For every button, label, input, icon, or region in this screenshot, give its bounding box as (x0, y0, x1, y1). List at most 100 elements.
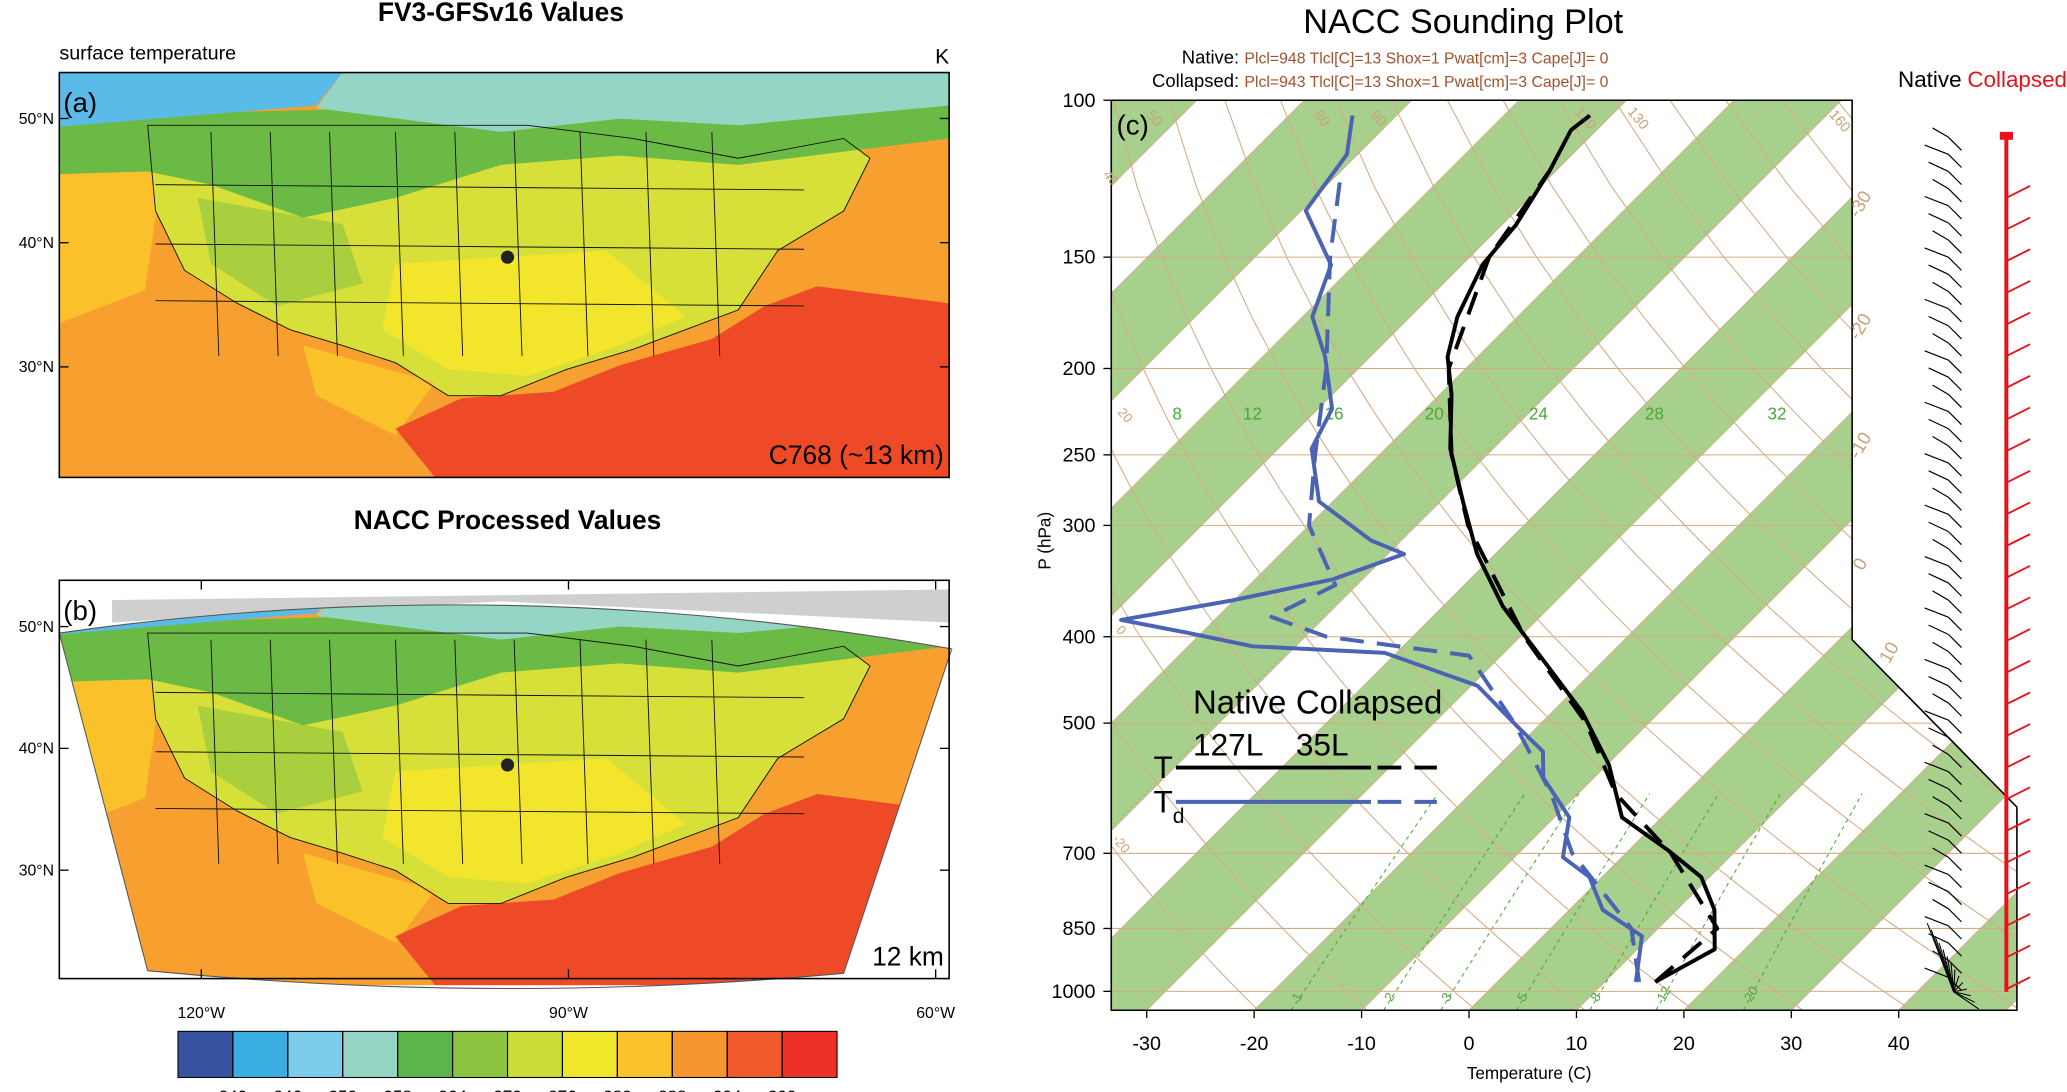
colorbar-label: 240 (219, 1087, 248, 1092)
wind-barb (1928, 676, 1949, 687)
background-label: 32 (1767, 403, 1786, 423)
wind-barb (2005, 723, 2031, 737)
wind-barb (1947, 633, 1962, 648)
wind-barb (1928, 161, 1949, 172)
wind-barb (2005, 343, 2031, 357)
wind-barb (1924, 401, 1949, 413)
x-tick-label: 60°W (916, 1005, 955, 1022)
isotherm (1111, 100, 1520, 1011)
mixing-ratio-label: 20 (1741, 984, 1761, 1004)
wind-barb (2005, 375, 2031, 389)
wind-barb (1947, 582, 1962, 597)
wind-barb (1932, 230, 1949, 241)
state-border (155, 691, 805, 699)
legend-symbol-main: T (1153, 783, 1172, 819)
wind-barb (2005, 976, 2031, 990)
y-tick-label: 700 (1062, 843, 1095, 865)
wind-barb (1932, 384, 1949, 395)
isotherm (1361, 100, 2017, 1011)
wind-barb (2005, 185, 2031, 199)
wind-barb (1928, 315, 1949, 327)
wind-barb (1947, 822, 1962, 837)
dry-adiabat (1335, 100, 2017, 1011)
wind-barb (1947, 273, 1962, 288)
x-tick-label: 120°W (177, 1005, 225, 1022)
panel-label: (c) (1117, 110, 1149, 141)
isotherm (1790, 100, 2017, 1011)
x-tick-label: -30 (1132, 1033, 1161, 1055)
wind-barb (1932, 796, 1949, 807)
wind-barb (1932, 538, 1949, 550)
colorbar-label: 282 (603, 1087, 632, 1092)
sounding-profile (1269, 170, 1642, 983)
sounding-profile (1446, 169, 1720, 984)
mixing-ratio-label: 8 (1587, 990, 1604, 1004)
dry-adiabat (1279, 100, 2017, 1011)
wind-barb (2005, 818, 2031, 832)
y-tick-label: 300 (1062, 515, 1095, 537)
wind-barb (1924, 710, 1949, 721)
isotherm (1111, 100, 1950, 1011)
sounding-profile (1445, 113, 1717, 984)
wind-barb (1924, 607, 1949, 618)
wind-barb (1924, 144, 1949, 155)
background-label: 8 (1172, 403, 1182, 423)
wind-barb (1928, 624, 1949, 635)
wind-barb (1924, 247, 1949, 258)
wind-barb (1928, 367, 1949, 378)
resolution-label: 12 km (872, 941, 944, 971)
y-tick-label: 100 (1062, 90, 1095, 112)
legend-symbol: T (1153, 749, 1172, 785)
wind-barb (1947, 496, 1962, 511)
wind-barb (1947, 462, 1962, 477)
wind-barb (1932, 333, 1949, 344)
wind-barb (1947, 171, 1962, 186)
y-tick-label: 50°N (19, 111, 54, 128)
wind-barb (1947, 308, 1962, 323)
isotherm (1111, 100, 1413, 1011)
wind-barb (2005, 691, 2031, 706)
wind-barb (1947, 239, 1962, 254)
state-lines (147, 124, 871, 397)
sounding-title: NACC Sounding Plot (1303, 3, 1623, 41)
wind-barb (1947, 599, 1962, 614)
wind-barb (1953, 969, 1956, 992)
wind-barb (1924, 298, 1949, 310)
wind-barb (1947, 153, 1962, 168)
wind-barb (1947, 856, 1962, 871)
wind-barb (1947, 942, 1962, 957)
isotherm-band (1683, 100, 2017, 1011)
isotherm-band (1111, 100, 1627, 1011)
state-border (269, 639, 279, 864)
x-tick-label: -10 (1347, 1033, 1376, 1055)
color-box (781, 1030, 838, 1079)
state-border (454, 131, 464, 357)
isotherm-band (1254, 100, 2017, 1011)
site-marker (500, 250, 515, 264)
wind-barb (1932, 847, 1949, 858)
y-tick-label: 500 (1062, 713, 1095, 735)
wind-barb (1932, 487, 1949, 498)
wind-barb (2005, 216, 2031, 231)
wind-barb (1928, 881, 1949, 893)
y-tick-label: 30°N (19, 862, 54, 879)
colorbar-label: 288 (658, 1087, 687, 1092)
wind-barb (1950, 962, 1955, 992)
colorbar-label: 270 (493, 1087, 522, 1092)
wind-barb (1932, 178, 1949, 190)
y-tick-label: 150 (1062, 247, 1095, 269)
state-border (454, 639, 464, 864)
plots: 50°N 40°N 30°N (a) C768 (~13 km) 50°N 40°N 30°N… (19, 46, 2067, 1092)
legend-symbol: Td (1153, 783, 1184, 828)
temperature-region (382, 758, 686, 884)
color-box (232, 1030, 289, 1079)
color-box (616, 1030, 673, 1079)
wind-barb (1932, 641, 1949, 653)
wind-barb (1924, 916, 1949, 927)
state-border (155, 751, 805, 758)
wind-barb (2005, 596, 2031, 611)
wind-barb (1947, 959, 1962, 974)
wind-barb (1946, 956, 1955, 992)
mixing-ratio-line (1589, 793, 1719, 1011)
colorbar-label: 300 (768, 1087, 797, 1092)
